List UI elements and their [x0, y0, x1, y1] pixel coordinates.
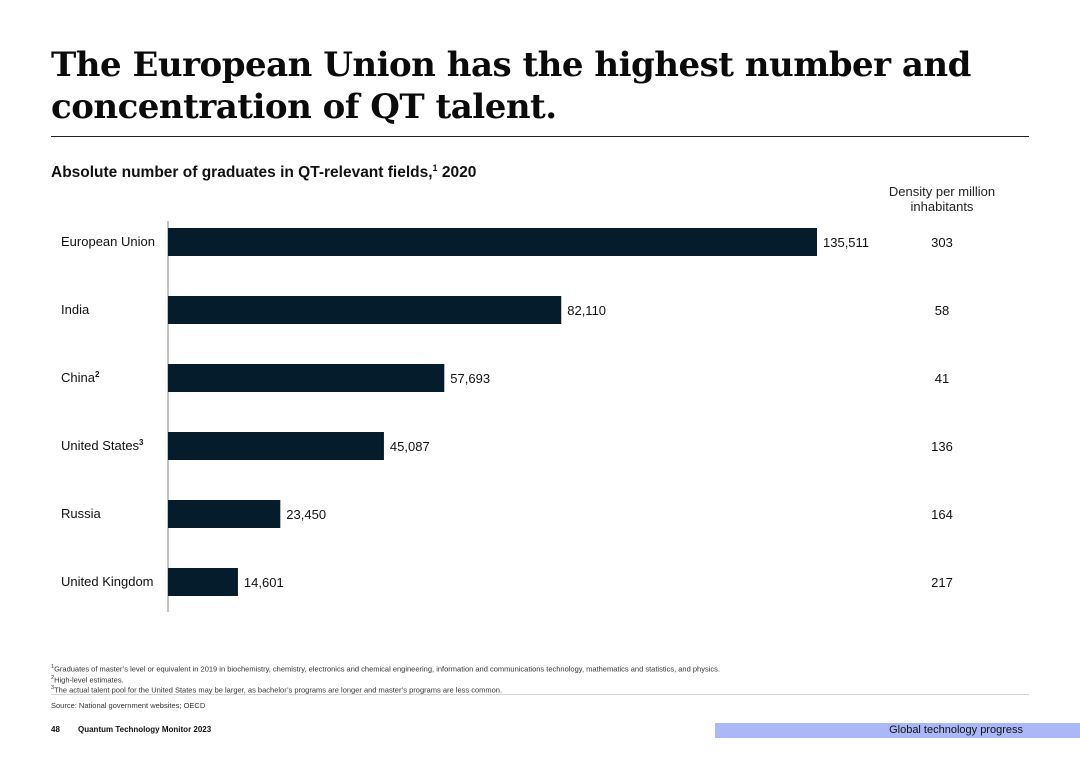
category-label-united-states: United States3: [61, 438, 144, 453]
value-label-india: 82,110: [567, 303, 606, 318]
publication-name: Quantum Technology Monitor 2023: [78, 725, 212, 734]
bar-china: [168, 364, 445, 392]
category-label-united-kingdom: United Kingdom: [61, 574, 154, 589]
page-number: 48: [51, 725, 60, 734]
bar-european-union: [168, 228, 817, 256]
chart-subtitle-footnote-marker: 1: [432, 163, 438, 173]
category-label-russia: Russia: [61, 506, 102, 521]
density-value-india: 58: [935, 303, 949, 318]
bar-russia: [168, 500, 281, 528]
category-label-china: China2: [61, 370, 100, 385]
density-header-line1: Density per million: [888, 184, 996, 199]
category-footnote-marker: 2: [95, 370, 100, 379]
value-label-united-kingdom: 14,601: [244, 575, 284, 590]
density-header-line2: inhabitants: [910, 199, 974, 214]
bar-india: [168, 296, 562, 324]
chart-subtitle-year: 2020: [437, 164, 477, 182]
footnotes: 1Graduates of master’s level or equivale…: [51, 663, 720, 695]
category-footnote-marker: 3: [139, 438, 144, 447]
density-value-china: 41: [935, 371, 949, 386]
source-note: Source: National government websites; OE…: [51, 701, 206, 710]
value-label-russia: 23,450: [286, 507, 326, 522]
density-value-european-union: 303: [931, 235, 953, 250]
bar-united-states: [168, 432, 384, 460]
density-value-united-states: 136: [931, 439, 953, 454]
footnote-2: 2High-level estimates.: [51, 674, 124, 685]
density-value-united-kingdom: 217: [931, 575, 953, 590]
chart-subtitle: Absolute number of graduates in QT-relev…: [51, 163, 476, 182]
chart-subtitle-text: Absolute number of graduates in QT-relev…: [51, 164, 433, 182]
footer-divider: [51, 694, 1029, 695]
bar-chart: European Union 135,511 303 India 82,110 58 Chi…: [61, 221, 953, 612]
density-value-russia: 164: [931, 507, 953, 522]
value-label-china: 57,693: [450, 371, 490, 386]
density-column-header: Density per million inhabitants: [862, 184, 1022, 214]
value-label-european-union: 135,511: [823, 235, 869, 250]
category-label-european-union: European Union: [61, 234, 155, 249]
value-label-united-states: 45,087: [390, 439, 430, 454]
bar-united-kingdom: [168, 568, 238, 596]
category-label-india: India: [61, 302, 90, 317]
footnote-1: 1Graduates of master’s level or equivale…: [51, 664, 720, 674]
section-tab: Global technology progress: [715, 723, 1080, 738]
page-title: The European Union has the highest numbe…: [51, 45, 971, 127]
title-divider: [51, 136, 1029, 137]
footnote-3: 3The actual talent pool for the United S…: [51, 685, 503, 695]
